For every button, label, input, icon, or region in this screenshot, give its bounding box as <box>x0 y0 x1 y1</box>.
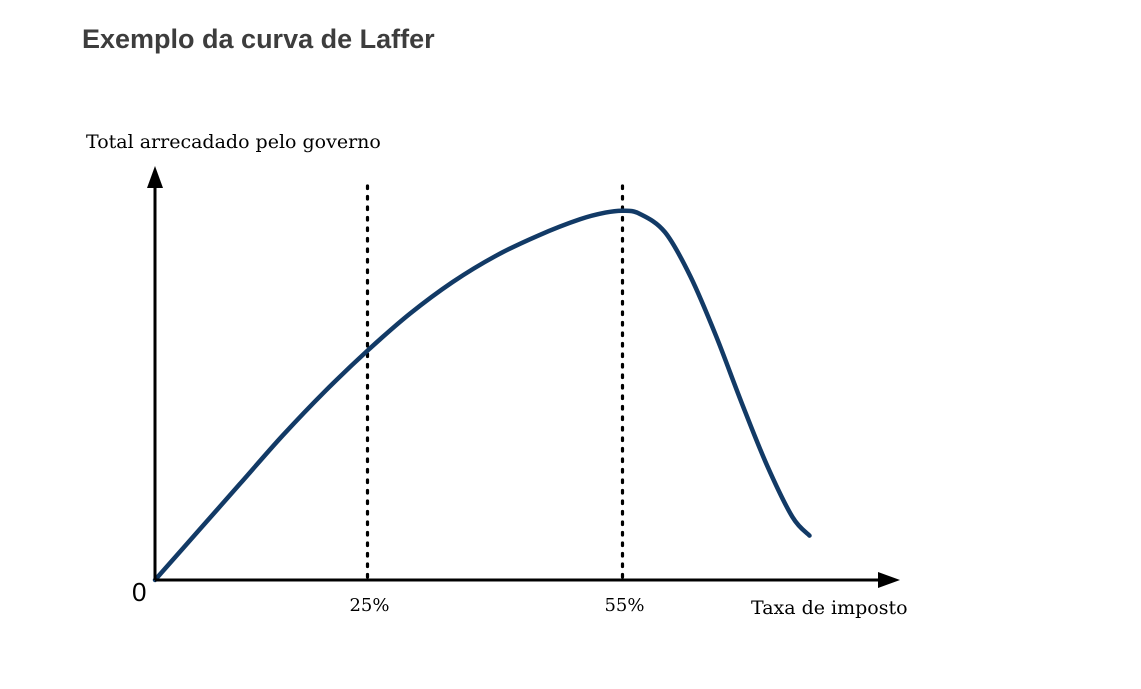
y-axis-arrow <box>147 166 163 188</box>
x-tick-labels: 25% 55% <box>349 595 644 616</box>
origin-label: 0 <box>132 577 146 607</box>
series-layer <box>152 208 812 583</box>
x-tick-label-0: 25% <box>349 595 389 616</box>
y-axis-label: Total arrecadado pelo governo <box>86 131 381 153</box>
x-axis-label: Taxa de imposto <box>751 597 908 619</box>
laffer-curve-series-0 <box>152 208 812 583</box>
x-axis-arrow <box>878 572 900 588</box>
x-tick-label-1: 55% <box>604 595 644 616</box>
reference-lines <box>365 184 625 580</box>
page-title: Exemplo da curva de Laffer <box>82 24 435 54</box>
